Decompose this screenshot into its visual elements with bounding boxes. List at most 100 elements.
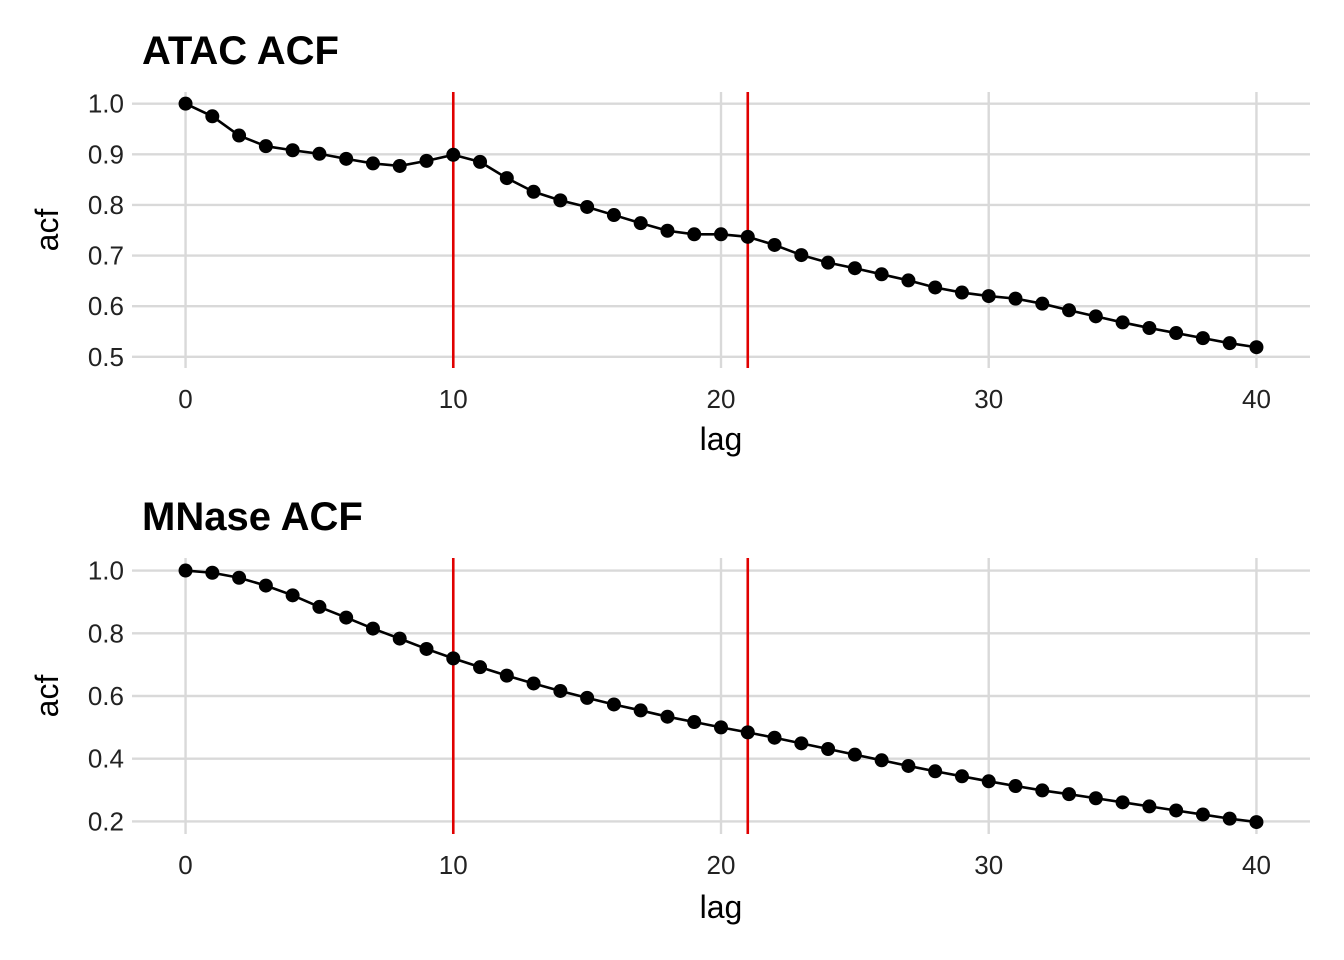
mnase-data-point bbox=[1142, 799, 1157, 814]
atac-data-point bbox=[392, 158, 407, 173]
mnase-data-point bbox=[526, 676, 541, 691]
mnase-data-point bbox=[419, 641, 434, 656]
mnase-x-tick-label: 0 bbox=[178, 850, 192, 880]
mnase-data-point bbox=[874, 753, 889, 768]
atac-y-tick-label: 1.0 bbox=[88, 89, 124, 119]
mnase-data-point bbox=[660, 709, 675, 724]
atac-data-point bbox=[499, 171, 514, 186]
atac-data-point bbox=[928, 280, 943, 295]
atac-data-point bbox=[178, 96, 193, 111]
mnase-data-point bbox=[258, 578, 273, 593]
atac-data-point bbox=[1142, 320, 1157, 335]
mnase-x-tick-label: 40 bbox=[1242, 850, 1271, 880]
mnase-data-point bbox=[714, 720, 728, 735]
mnase-y-tick-label: 0.6 bbox=[88, 681, 124, 711]
mnase-data-point bbox=[847, 747, 862, 762]
atac-data-point bbox=[473, 154, 488, 169]
mnase-data-point bbox=[232, 570, 247, 585]
mnase-data-point bbox=[553, 683, 568, 698]
atac-y-tick-label: 0.5 bbox=[88, 342, 124, 372]
atac-y-tick-label: 0.9 bbox=[88, 139, 124, 169]
atac-x-tick-label: 0 bbox=[178, 384, 192, 414]
mnase-data-point bbox=[633, 703, 648, 718]
atac-data-point bbox=[794, 248, 809, 263]
mnase-data-point bbox=[365, 621, 380, 636]
atac-data-point bbox=[714, 227, 728, 242]
atac-data-point bbox=[285, 143, 300, 158]
atac-data-point bbox=[821, 255, 836, 270]
mnase-x-axis-label: lag bbox=[700, 889, 743, 925]
mnase-data-point bbox=[580, 690, 595, 705]
atac-x-tick-label: 10 bbox=[439, 384, 468, 414]
atac-chart-title: ATAC ACF bbox=[142, 29, 339, 73]
atac-data-point bbox=[553, 193, 568, 208]
mnase-data-point bbox=[606, 697, 621, 712]
mnase-data-point bbox=[1035, 783, 1050, 798]
mnase-data-point bbox=[1008, 779, 1023, 794]
mnase-y-tick-label: 0.4 bbox=[88, 744, 124, 774]
mnase-data-point bbox=[285, 588, 300, 603]
atac-data-point bbox=[847, 261, 862, 276]
mnase-data-point bbox=[821, 742, 836, 757]
atac-data-point bbox=[954, 285, 969, 300]
atac-data-point bbox=[339, 151, 354, 166]
mnase-data-point bbox=[392, 631, 407, 646]
mnase-data-point bbox=[178, 563, 193, 578]
mnase-x-tick-label: 30 bbox=[974, 850, 1003, 880]
atac-y-tick-label: 0.8 bbox=[88, 190, 124, 220]
mnase-y-axis-label: acf bbox=[29, 675, 65, 718]
mnase-data-point bbox=[928, 764, 943, 779]
mnase-data-point bbox=[312, 599, 327, 614]
atac-data-point bbox=[687, 227, 702, 242]
mnase-data-point bbox=[1249, 815, 1264, 830]
atac-data-point bbox=[1088, 309, 1103, 324]
atac-data-point bbox=[1008, 291, 1023, 306]
mnase-data-point bbox=[901, 758, 916, 773]
atac-data-point bbox=[446, 147, 461, 162]
atac-data-point bbox=[258, 139, 273, 154]
mnase-data-point bbox=[981, 774, 996, 789]
mnase-y-tick-label: 0.8 bbox=[88, 618, 124, 648]
mnase-chart-title: MNase ACF bbox=[142, 495, 363, 539]
mnase-y-tick-label: 0.2 bbox=[88, 806, 124, 836]
atac-data-point bbox=[1115, 315, 1130, 330]
mnase-x-tick-label: 10 bbox=[439, 850, 468, 880]
mnase-data-point bbox=[446, 651, 461, 666]
mnase-data-point bbox=[1222, 811, 1237, 826]
mnase-x-tick-label: 20 bbox=[707, 850, 736, 880]
mnase-data-point bbox=[1115, 795, 1130, 810]
atac-data-point bbox=[365, 156, 380, 171]
mnase-data-point bbox=[687, 715, 702, 730]
mnase-data-point bbox=[205, 565, 220, 580]
atac-y-axis-label: acf bbox=[29, 209, 65, 252]
atac-data-point bbox=[1195, 331, 1210, 346]
atac-x-tick-label: 40 bbox=[1242, 384, 1271, 414]
mnase-data-point bbox=[1088, 791, 1103, 806]
mnase-data-point bbox=[1062, 787, 1077, 802]
mnase-data-point bbox=[499, 668, 514, 683]
atac-data-point bbox=[740, 229, 755, 244]
atac-data-point bbox=[419, 153, 434, 168]
atac-data-point bbox=[580, 199, 595, 214]
atac-data-point bbox=[901, 273, 916, 288]
atac-data-point bbox=[526, 184, 541, 199]
mnase-data-point bbox=[954, 769, 969, 784]
atac-y-tick-label: 0.7 bbox=[88, 241, 124, 271]
atac-data-point bbox=[874, 267, 889, 282]
atac-x-tick-label: 30 bbox=[974, 384, 1003, 414]
mnase-data-point bbox=[794, 736, 809, 751]
atac-data-point bbox=[1249, 340, 1264, 355]
mnase-data-point bbox=[1169, 803, 1184, 818]
mnase-data-point bbox=[767, 730, 782, 745]
atac-data-point bbox=[312, 146, 327, 161]
atac-data-point bbox=[1169, 326, 1184, 341]
mnase-data-point bbox=[339, 610, 354, 625]
mnase-data-point bbox=[473, 660, 488, 675]
atac-data-point bbox=[633, 216, 648, 231]
mnase-y-tick-label: 1.0 bbox=[88, 556, 124, 586]
mnase-data-point bbox=[1195, 807, 1210, 822]
atac-data-point bbox=[1222, 336, 1237, 351]
atac-data-point bbox=[606, 208, 621, 223]
